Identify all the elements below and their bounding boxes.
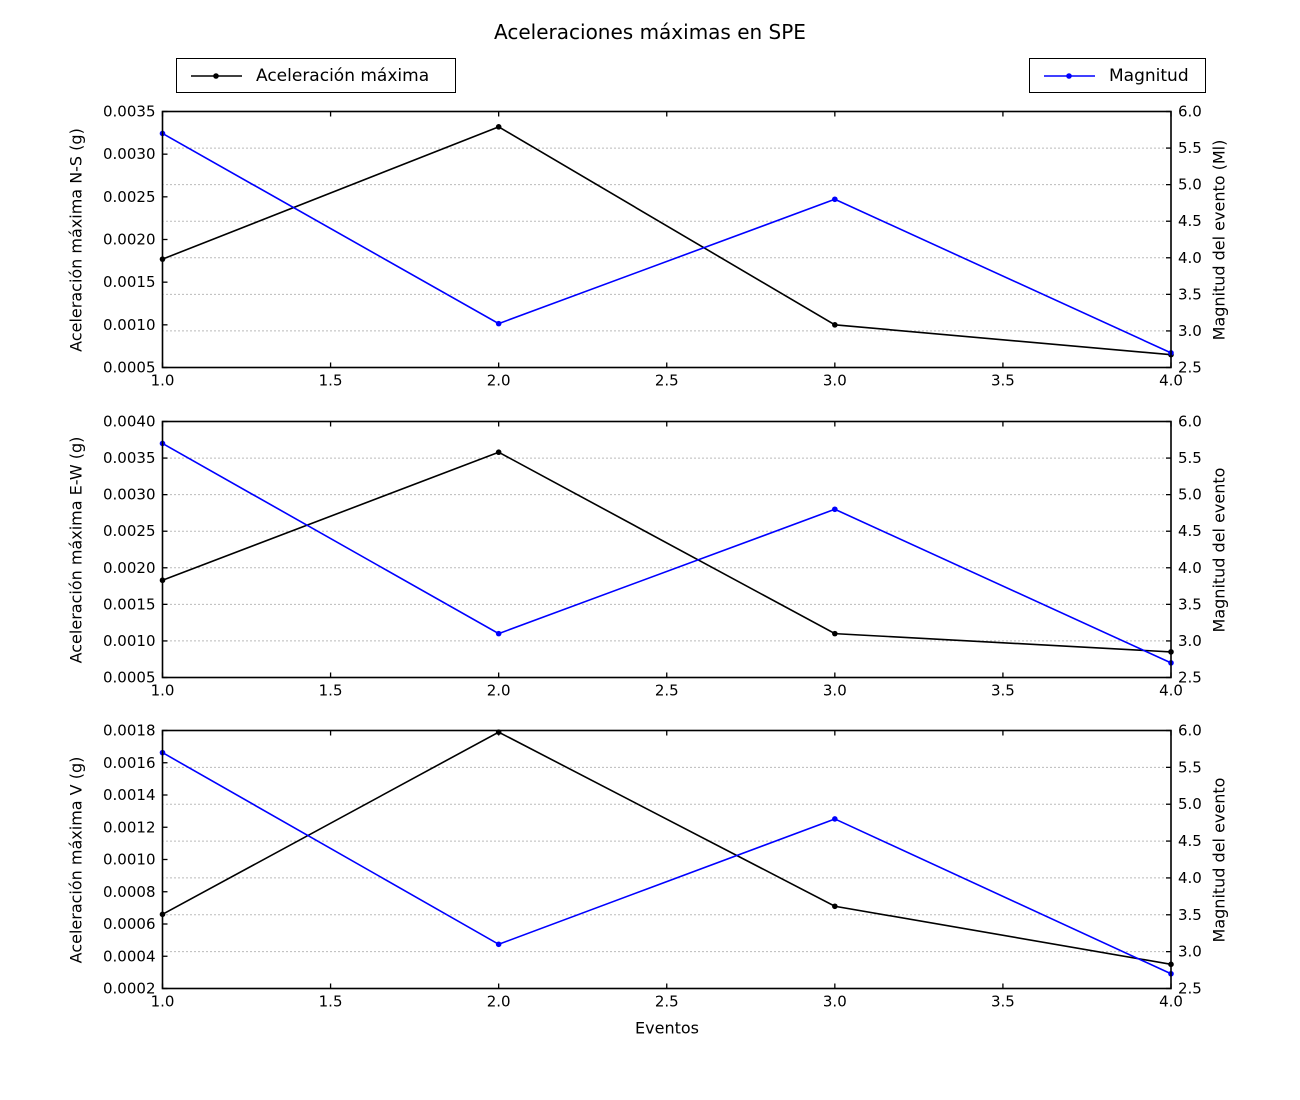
svg-text:6.0: 6.0 <box>1178 413 1202 431</box>
svg-text:3.0: 3.0 <box>823 372 847 390</box>
svg-text:5.5: 5.5 <box>1178 449 1202 467</box>
svg-text:2.0: 2.0 <box>487 993 511 1011</box>
subplot1-ylabel-left: Aceleración máxima N-S (g) <box>66 127 86 352</box>
svg-text:0.0005: 0.0005 <box>103 359 156 377</box>
svg-text:2.5: 2.5 <box>1178 359 1202 377</box>
svg-text:2.5: 2.5 <box>655 993 679 1011</box>
svg-text:3.5: 3.5 <box>991 993 1015 1011</box>
svg-text:0.0015: 0.0015 <box>103 595 156 613</box>
svg-text:1.0: 1.0 <box>151 682 175 700</box>
subplot1-ylabel-right: Magnitud del evento (Ml) <box>1209 139 1229 340</box>
svg-text:5.0: 5.0 <box>1178 795 1202 813</box>
svg-text:0.0004: 0.0004 <box>103 947 156 965</box>
svg-text:0.0020: 0.0020 <box>103 559 156 577</box>
chart-title: Aceleraciones máximas en SPE <box>494 20 806 44</box>
svg-text:1.5: 1.5 <box>319 372 343 390</box>
svg-text:0.0005: 0.0005 <box>103 669 156 687</box>
svg-text:0.0018: 0.0018 <box>103 722 156 740</box>
svg-text:3.5: 3.5 <box>1178 906 1202 924</box>
svg-text:2.5: 2.5 <box>655 682 679 700</box>
svg-text:6.0: 6.0 <box>1178 103 1202 121</box>
svg-text:2.5: 2.5 <box>1178 980 1202 998</box>
svg-text:1.5: 1.5 <box>319 993 343 1011</box>
svg-text:2.5: 2.5 <box>1178 669 1202 687</box>
svg-text:0.0025: 0.0025 <box>103 522 156 540</box>
svg-text:3.5: 3.5 <box>1178 285 1202 303</box>
subplot3-ylabel-right: Magnitud del evento <box>1209 777 1229 942</box>
svg-text:4.0: 4.0 <box>1159 682 1183 700</box>
svg-text:3.5: 3.5 <box>991 682 1015 700</box>
svg-text:0.0035: 0.0035 <box>103 449 156 467</box>
svg-text:0.0002: 0.0002 <box>103 980 156 998</box>
svg-text:3.0: 3.0 <box>1178 322 1202 340</box>
svg-text:1.5: 1.5 <box>319 682 343 700</box>
svg-text:3.0: 3.0 <box>1178 632 1202 650</box>
legend-acceleration: Aceleración máxima <box>176 58 456 93</box>
legend-line-acceleration-icon <box>191 72 242 79</box>
svg-text:4.0: 4.0 <box>1178 869 1202 887</box>
svg-text:4.5: 4.5 <box>1178 522 1202 540</box>
svg-text:5.0: 5.0 <box>1178 176 1202 194</box>
legend-magnitude-label: Magnitud <box>1109 65 1189 86</box>
svg-text:5.0: 5.0 <box>1178 486 1202 504</box>
svg-text:4.0: 4.0 <box>1178 249 1202 267</box>
svg-text:6.0: 6.0 <box>1178 722 1202 740</box>
svg-text:1.0: 1.0 <box>151 993 175 1011</box>
svg-text:0.0016: 0.0016 <box>103 754 156 772</box>
svg-text:0.0010: 0.0010 <box>103 632 156 650</box>
svg-text:0.0030: 0.0030 <box>103 145 156 163</box>
svg-text:3.0: 3.0 <box>823 993 847 1011</box>
svg-text:4.0: 4.0 <box>1178 559 1202 577</box>
svg-text:3.5: 3.5 <box>991 372 1015 390</box>
svg-text:0.0040: 0.0040 <box>103 413 156 431</box>
svg-text:0.0015: 0.0015 <box>103 273 156 291</box>
svg-text:0.0010: 0.0010 <box>103 316 156 334</box>
svg-text:2.5: 2.5 <box>655 372 679 390</box>
svg-text:0.0006: 0.0006 <box>103 915 156 933</box>
svg-text:0.0035: 0.0035 <box>103 103 156 121</box>
subplot2-ylabel-right: Magnitud del evento <box>1209 467 1229 632</box>
svg-text:4.0: 4.0 <box>1159 372 1183 390</box>
svg-text:0.0020: 0.0020 <box>103 231 156 249</box>
svg-text:0.0030: 0.0030 <box>103 486 156 504</box>
svg-text:3.0: 3.0 <box>1178 943 1202 961</box>
legend-magnitude: Magnitud <box>1029 58 1206 93</box>
svg-text:0.0012: 0.0012 <box>103 818 156 836</box>
svg-text:2.0: 2.0 <box>487 682 511 700</box>
svg-text:1.0: 1.0 <box>151 372 175 390</box>
svg-text:3.5: 3.5 <box>1178 595 1202 613</box>
legend-line-magnitude-icon <box>1044 72 1095 79</box>
svg-text:0.0010: 0.0010 <box>103 851 156 869</box>
svg-text:4.5: 4.5 <box>1178 832 1202 850</box>
svg-text:0.0014: 0.0014 <box>103 786 156 804</box>
svg-text:3.0: 3.0 <box>823 682 847 700</box>
x-axis-label: Eventos <box>635 1018 699 1038</box>
svg-text:4.5: 4.5 <box>1178 212 1202 230</box>
svg-text:2.0: 2.0 <box>487 372 511 390</box>
svg-text:5.5: 5.5 <box>1178 139 1202 157</box>
subplot3-ylabel-left: Aceleración máxima V (g) <box>66 756 86 963</box>
svg-text:0.0025: 0.0025 <box>103 188 156 206</box>
svg-text:5.5: 5.5 <box>1178 758 1202 776</box>
svg-text:4.0: 4.0 <box>1159 993 1183 1011</box>
svg-text:0.0008: 0.0008 <box>103 883 156 901</box>
legend-acceleration-label: Aceleración máxima <box>256 65 430 86</box>
subplot2-ylabel-left: Aceleración máxima E-W (g) <box>66 436 86 663</box>
